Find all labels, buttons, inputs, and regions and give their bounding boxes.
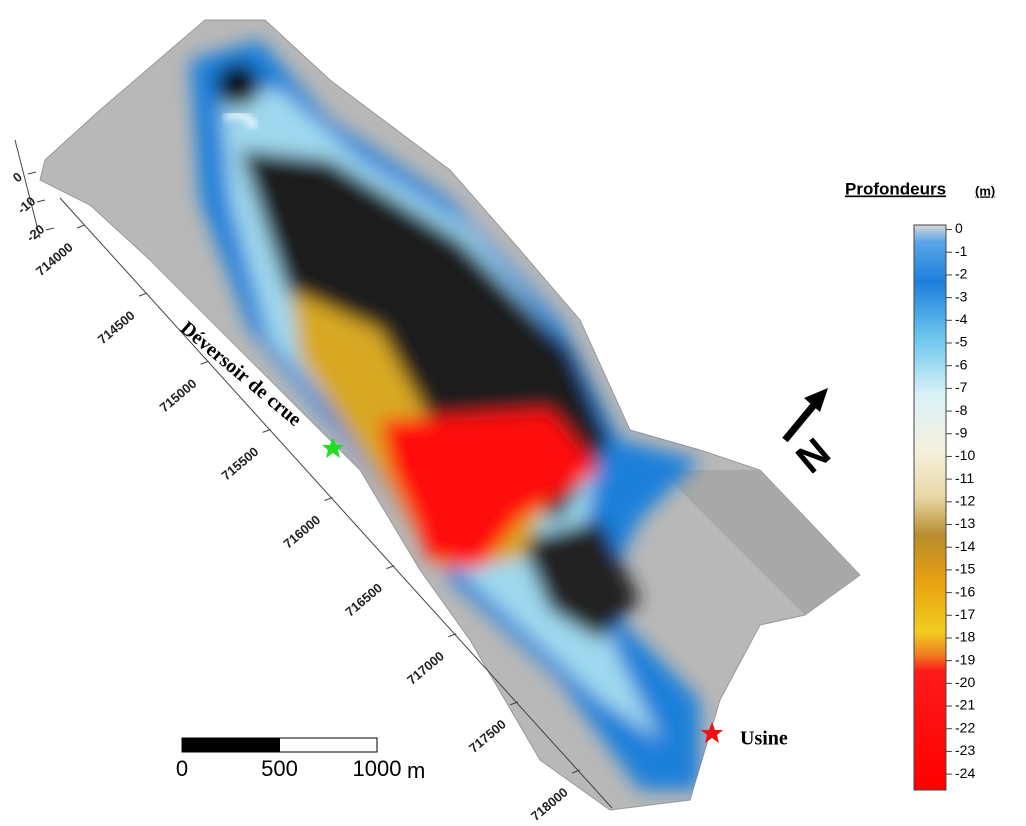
colorbar-tick-label: -17	[955, 606, 975, 622]
scale-label: 0	[176, 756, 188, 781]
colorbar-tick-label: -2	[955, 266, 968, 282]
colorbar-tick-label: -6	[955, 356, 968, 372]
colorbar-tick-label: -19	[955, 651, 975, 667]
axis-tick-label: -10	[14, 193, 38, 217]
colorbar-tick-label: -16	[955, 583, 975, 599]
axis-tick	[325, 498, 333, 501]
colorbar-tick-label: -15	[955, 561, 975, 577]
plant-label: Usine	[740, 728, 788, 750]
terrain	[40, 20, 860, 810]
axis-tick	[139, 293, 147, 296]
colorbar	[914, 225, 946, 790]
scale-segment	[280, 738, 378, 752]
colorbar-tick-label: -14	[955, 538, 975, 554]
colorbar-tick-label: -20	[955, 674, 975, 690]
colorbar-tick-label: -4	[955, 311, 968, 327]
colorbar-tick-label: -7	[955, 379, 968, 395]
axis-tick	[77, 225, 85, 228]
axis-tick-label: 714500	[95, 308, 138, 347]
colorbar-tick-label: -9	[955, 424, 968, 440]
scale-label: 500	[261, 756, 298, 781]
axis-tick-label: -20	[23, 221, 47, 245]
axis-tick-label: 718000	[528, 784, 571, 823]
colorbar-tick-label: -23	[955, 742, 975, 758]
plant-annotation: Usine	[701, 722, 788, 750]
legend-title: Profondeurs	[845, 179, 946, 198]
legend-unit: (m)	[975, 183, 995, 198]
axis-tick-label: 717000	[404, 648, 447, 687]
colorbar-tick-label: -1	[955, 243, 968, 259]
north-arrow: N	[785, 388, 839, 482]
scale-label: 1000	[353, 756, 402, 781]
colorbar-tick-label: -10	[955, 447, 975, 463]
colorbar-tick-label: -18	[955, 629, 975, 645]
axis-tick	[201, 361, 209, 364]
scale-unit: m	[407, 758, 425, 783]
depth-axis: 0-10-20	[10, 140, 54, 245]
axis-tick-label: 715000	[157, 376, 200, 415]
colorbar-tick-label: 0	[955, 220, 963, 236]
colorbar-tick-label: -5	[955, 334, 968, 350]
axis-tick-label: 714000	[33, 239, 76, 278]
legend: Profondeurs (m) 0 -1 -2 -3 -4 -5 -6 -7 -8 -9 -10 -1…	[845, 179, 995, 790]
axis-tick-label: 717500	[466, 716, 509, 755]
axis-tick	[386, 566, 394, 569]
axis-tick-label: 716000	[280, 512, 323, 551]
axis-tick	[46, 228, 54, 230]
colorbar-tick-label: -24	[955, 765, 975, 781]
colorbar-tick-label: -21	[955, 697, 975, 713]
axis-tick	[28, 172, 36, 174]
colorbar-tick-label: -22	[955, 719, 975, 735]
axis-tick	[37, 200, 45, 202]
map: 0-10-20 71400071450071500071550071600071…	[0, 0, 1026, 826]
north-label: N	[788, 430, 838, 482]
colorbar-tick-label: -13	[955, 515, 975, 531]
colorbar-tick-label: -8	[955, 402, 968, 418]
axis-tick-label: 715500	[219, 444, 262, 483]
axis-tick	[263, 429, 271, 432]
colorbar-tick-label: -12	[955, 493, 975, 509]
colorbar-tick-label: -3	[955, 288, 968, 304]
axis-tick-label: 716500	[342, 580, 385, 619]
scale-segment	[182, 738, 280, 752]
colorbar-tick-label: -11	[955, 470, 974, 486]
